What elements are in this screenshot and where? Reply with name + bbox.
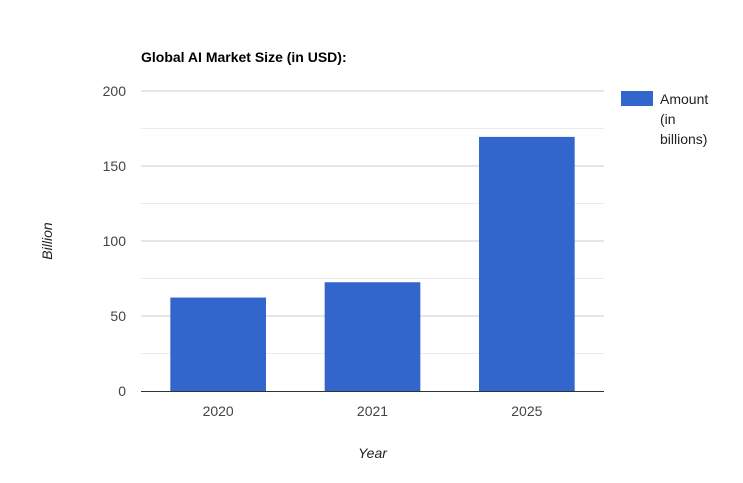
legend-label-line: Amount [660, 91, 708, 107]
x-axis-title: Year [358, 445, 388, 461]
x-axis-tick-labels: 2020 2021 2025 [203, 403, 543, 419]
legend-label: Amount (in billions) [660, 91, 708, 147]
chart-title: Global AI Market Size (in USD): [141, 49, 347, 65]
legend-swatch [621, 91, 653, 106]
y-tick-label: 100 [103, 233, 127, 249]
bar-2021 [324, 282, 421, 391]
y-tick-label: 200 [103, 83, 127, 99]
y-tick-label: 50 [110, 308, 126, 324]
y-axis-title: Billion [39, 222, 55, 260]
legend-label-line: billions) [660, 131, 707, 147]
legend: Amount (in billions) [621, 91, 708, 147]
y-axis-tick-labels: 0 50 100 150 200 [103, 83, 127, 399]
y-tick-label: 0 [118, 383, 126, 399]
bar-2020 [170, 297, 267, 391]
x-tick-label: 2020 [203, 403, 234, 419]
legend-label-line: (in [660, 111, 676, 127]
y-tick-label: 150 [103, 158, 127, 174]
x-tick-label: 2021 [357, 403, 388, 419]
x-tick-label: 2025 [511, 403, 542, 419]
bar-2025 [478, 136, 575, 391]
bars-group [170, 136, 575, 391]
